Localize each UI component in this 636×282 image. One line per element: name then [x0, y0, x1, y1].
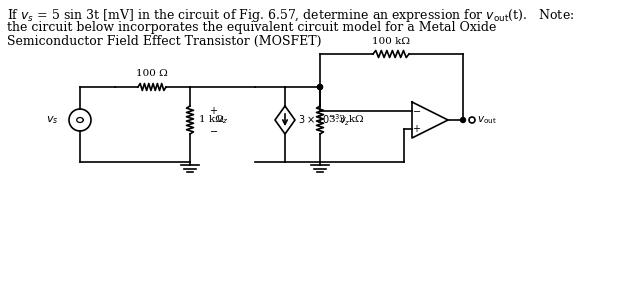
Text: 100 Ω: 100 Ω — [136, 69, 168, 78]
Text: If $v_s$ = 5 sin 3t [mV] in the circuit of Fig. 6.57, determine an expression fo: If $v_s$ = 5 sin 3t [mV] in the circuit … — [7, 7, 574, 24]
Text: $3\times10^{-3}v_z$: $3\times10^{-3}v_z$ — [298, 112, 350, 128]
Text: $-$: $-$ — [412, 107, 422, 116]
Text: 100 kΩ: 100 kΩ — [372, 37, 410, 46]
Text: 3.3 kΩ: 3.3 kΩ — [329, 116, 364, 124]
Text: $v_\mathrm{out}$: $v_\mathrm{out}$ — [477, 114, 497, 126]
Text: $v_z$: $v_z$ — [216, 114, 228, 126]
Text: 1 kΩ: 1 kΩ — [199, 116, 224, 124]
Text: $-$: $-$ — [209, 125, 219, 135]
Text: the circuit below incorporates the equivalent circuit model for a Metal Oxide: the circuit below incorporates the equiv… — [7, 21, 496, 34]
Circle shape — [317, 85, 322, 89]
Circle shape — [317, 85, 322, 89]
Text: $v_s$: $v_s$ — [46, 114, 58, 126]
Circle shape — [460, 118, 466, 122]
Text: Semiconductor Field Effect Transistor (MOSFET): Semiconductor Field Effect Transistor (M… — [7, 35, 322, 48]
Text: $+$: $+$ — [413, 124, 422, 135]
Text: $+$: $+$ — [209, 105, 219, 116]
